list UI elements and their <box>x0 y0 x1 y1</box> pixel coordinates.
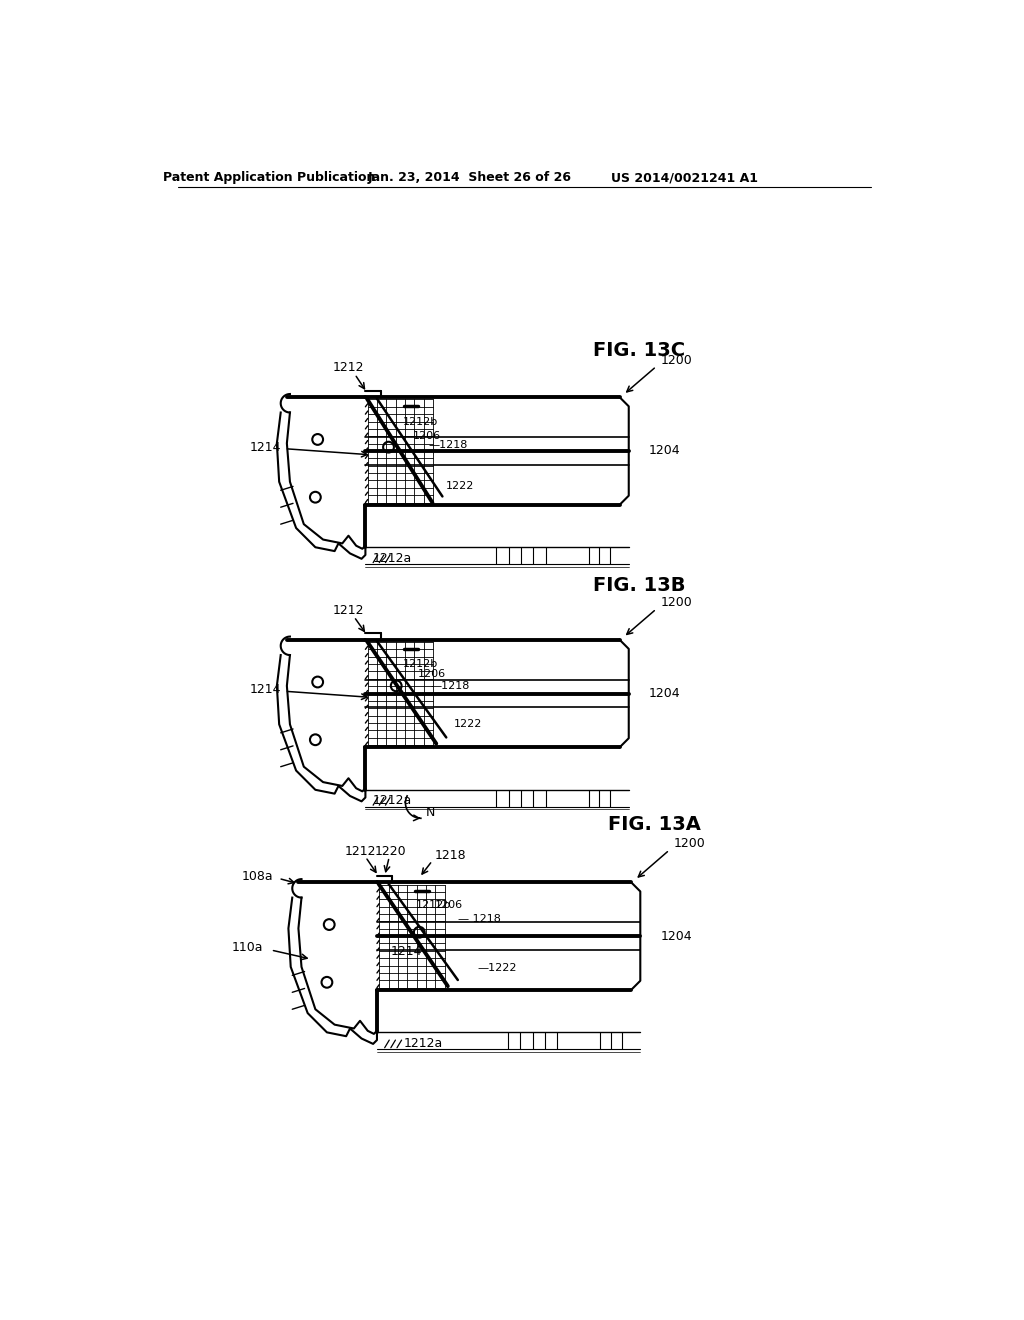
Text: FIG. 13B: FIG. 13B <box>593 577 685 595</box>
Text: 108a: 108a <box>242 870 273 883</box>
Text: 1212b: 1212b <box>416 900 451 911</box>
Text: Jan. 23, 2014  Sheet 26 of 26: Jan. 23, 2014 Sheet 26 of 26 <box>368 172 571 185</box>
Text: 1212b: 1212b <box>402 417 437 426</box>
Text: 1206: 1206 <box>413 430 441 441</box>
Text: 1212b: 1212b <box>402 659 437 669</box>
Text: 1222: 1222 <box>446 480 475 491</box>
Text: 1222: 1222 <box>454 719 482 730</box>
Text: 1200: 1200 <box>660 354 692 367</box>
Text: 1204: 1204 <box>660 929 692 942</box>
Text: 1218: 1218 <box>435 849 466 862</box>
Text: 1220: 1220 <box>375 845 407 858</box>
Text: 1214: 1214 <box>249 441 281 454</box>
Text: 1200: 1200 <box>674 837 706 850</box>
Text: FIG. 13A: FIG. 13A <box>607 814 700 834</box>
Text: Patent Application Publication: Patent Application Publication <box>163 172 376 185</box>
Text: 1212a: 1212a <box>373 795 412 807</box>
Text: —1218: —1218 <box>429 440 468 450</box>
Text: 1206: 1206 <box>418 669 445 680</box>
Text: 1200: 1200 <box>660 597 692 610</box>
Text: 1212: 1212 <box>333 603 365 616</box>
Text: 1212a: 1212a <box>403 1036 442 1049</box>
Text: N: N <box>426 807 435 820</box>
Text: 110a: 110a <box>231 941 263 954</box>
Text: FIG. 13C: FIG. 13C <box>593 342 685 360</box>
Text: — 1218: — 1218 <box>458 915 501 924</box>
Text: 1204: 1204 <box>649 686 680 700</box>
Text: 1204: 1204 <box>649 445 680 458</box>
Text: 1214: 1214 <box>249 684 281 696</box>
Text: 1212a: 1212a <box>373 552 412 565</box>
Text: —1222: —1222 <box>477 964 516 973</box>
Text: 1214: 1214 <box>390 945 422 958</box>
Text: 1212: 1212 <box>344 845 376 858</box>
Text: 1206: 1206 <box>435 900 463 911</box>
Text: 1212: 1212 <box>333 362 365 375</box>
Text: —1218: —1218 <box>431 681 470 690</box>
Text: US 2014/0021241 A1: US 2014/0021241 A1 <box>611 172 759 185</box>
